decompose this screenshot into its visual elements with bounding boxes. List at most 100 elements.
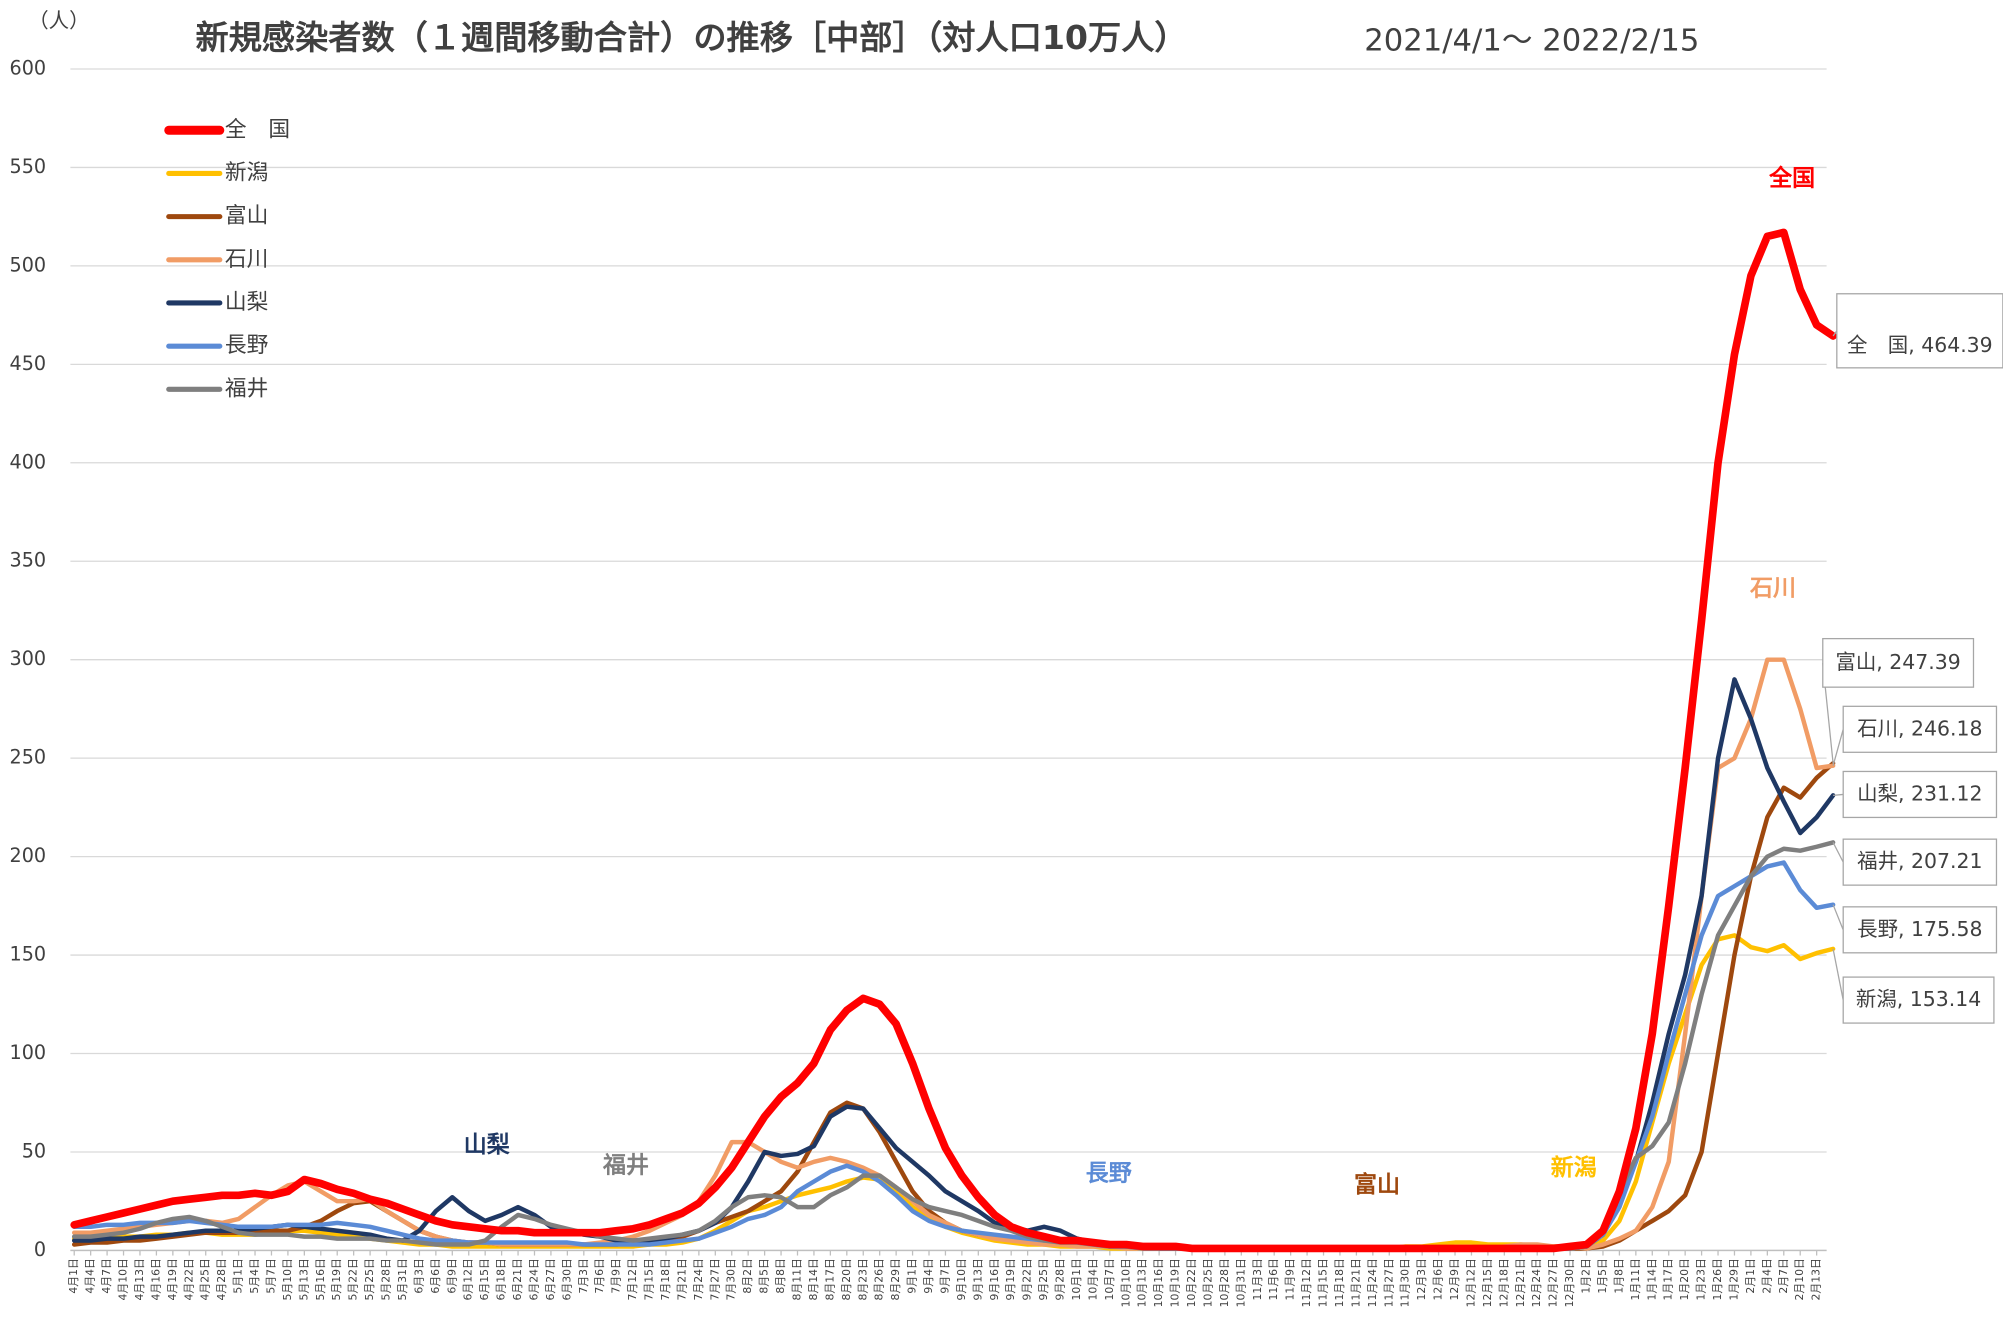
x-tick-label: 10月22日	[1185, 1258, 1198, 1307]
x-tick-label: 9月4日	[922, 1258, 935, 1294]
x-tick-label: 9月22日	[1021, 1258, 1034, 1300]
x-tick-label: 6月15日	[478, 1258, 491, 1300]
x-tick-label: 2月13日	[1810, 1258, 1823, 1300]
x-tick-label: 12月6日	[1432, 1258, 1445, 1300]
callout-leader	[1832, 904, 1844, 931]
x-tick-label: 11月24日	[1366, 1258, 1379, 1307]
x-tick-label: 1月2日	[1580, 1258, 1593, 1294]
x-tick-label: 4月28日	[215, 1258, 228, 1300]
x-tick-label: 5月28日	[380, 1258, 393, 1300]
legend-label: 山梨	[225, 290, 268, 315]
x-tick-label: 8月26日	[873, 1258, 886, 1300]
x-tick-label: 9月25日	[1037, 1258, 1050, 1300]
legend-label: 富山	[225, 204, 268, 229]
series-annotation: 長野	[1086, 1160, 1132, 1186]
x-tick-label: 5月1日	[232, 1258, 245, 1294]
x-tick-label: 12月27日	[1547, 1258, 1560, 1307]
y-tick-label: 400	[10, 450, 47, 473]
chart-subtitle: 2021/4/1～ 2022/2/15	[1364, 24, 1699, 59]
callout-box	[1822, 637, 1975, 688]
x-tick-label: 10月13日	[1136, 1258, 1149, 1307]
x-tick-label: 11月6日	[1267, 1258, 1280, 1300]
x-tick-label: 11月18日	[1333, 1258, 1346, 1307]
x-tick-label: 12月24日	[1530, 1258, 1543, 1307]
x-tick-label: 9月19日	[1004, 1258, 1017, 1300]
x-tick-label: 8月17日	[823, 1258, 836, 1300]
legend-label: 全 国	[225, 117, 290, 142]
x-tick-label: 10月7日	[1103, 1258, 1116, 1300]
chart-title: 新規感染者数（１週間移動合計）の推移［中部］（対人口10万人）	[196, 18, 1188, 57]
x-tick-label: 5月7日	[264, 1258, 277, 1294]
x-tick-label: 8月2日	[741, 1258, 754, 1294]
legend-label: 長野	[225, 333, 269, 358]
series-annotation: 新潟	[1551, 1154, 1597, 1181]
x-tick-label: 5月4日	[248, 1258, 261, 1294]
series-annotation: 全国	[1768, 164, 1815, 191]
x-tick-label: 7月18日	[659, 1258, 672, 1300]
x-tick-label: 5月22日	[347, 1258, 360, 1300]
x-tick-label: 8月23日	[856, 1258, 869, 1300]
x-tick-label: 12月15日	[1481, 1258, 1494, 1307]
x-tick-label: 2月1日	[1744, 1258, 1757, 1294]
x-tick-label: 6月21日	[511, 1258, 524, 1300]
x-tick-label: 1月20日	[1678, 1258, 1691, 1300]
y-tick-label: 350	[10, 549, 47, 572]
x-tick-label: 4月25日	[199, 1258, 212, 1300]
x-tick-label: 5月10日	[281, 1258, 294, 1300]
x-tick-label: 8月29日	[889, 1258, 902, 1300]
x-tick-label: 6月30日	[560, 1258, 573, 1300]
x-tick-label: 7月27日	[708, 1258, 721, 1300]
legend-label: 福井	[225, 376, 268, 401]
y-tick-label: 450	[10, 352, 47, 375]
x-tick-label: 6月3日	[412, 1258, 425, 1294]
legend-label: 石川	[225, 247, 268, 272]
callout-label: 長野, 175.58	[1857, 917, 1982, 941]
series-annotation: 福井	[602, 1153, 649, 1179]
x-tick-label: 7月21日	[675, 1258, 688, 1300]
series-annotation: 石川	[1749, 575, 1796, 601]
callout-leader	[1832, 948, 1844, 1001]
x-tick-label: 7月15日	[643, 1258, 656, 1300]
x-tick-label: 5月25日	[363, 1258, 376, 1300]
callout-label: 福井, 207.21	[1857, 849, 1982, 873]
x-tick-label: 10月10日	[1119, 1258, 1132, 1307]
callout-box	[1836, 293, 2003, 369]
y-tick-label: 50	[22, 1139, 46, 1162]
x-tick-label: 9月7日	[938, 1258, 951, 1294]
x-tick-label: 9月1日	[906, 1258, 919, 1294]
callout-label: 新潟, 153.14	[1856, 987, 1981, 1011]
x-tick-label: 1月17日	[1662, 1258, 1675, 1300]
callout-box	[1842, 770, 1998, 819]
x-tick-label: 11月21日	[1349, 1258, 1362, 1307]
x-tick-label: 6月12日	[462, 1258, 475, 1300]
x-tick-label: 1月29日	[1727, 1258, 1740, 1300]
x-tick-label: 2月7日	[1777, 1258, 1790, 1294]
x-tick-label: 6月6日	[429, 1258, 442, 1294]
x-tick-label: 8月11日	[790, 1258, 803, 1300]
y-tick-label: 150	[10, 943, 47, 966]
x-tick-label: 10月25日	[1201, 1258, 1214, 1307]
x-tick-label: 4月4日	[84, 1258, 97, 1294]
x-tick-label: 12月21日	[1514, 1258, 1527, 1307]
callout-box	[1842, 838, 1998, 886]
y-axis-label: （人）	[28, 9, 89, 33]
x-tick-label: 10月4日	[1086, 1258, 1099, 1300]
x-tick-label: 11月9日	[1284, 1258, 1297, 1300]
x-tick-label: 7月9日	[610, 1258, 623, 1294]
x-tick-label: 10月1日	[1070, 1258, 1083, 1300]
x-tick-label: 9月28日	[1054, 1258, 1067, 1300]
x-tick-label: 2月10日	[1793, 1258, 1806, 1300]
x-tick-label: 4月19日	[166, 1258, 179, 1300]
x-tick-label: 6月24日	[527, 1258, 540, 1300]
series-annotation: 富山	[1354, 1171, 1400, 1198]
x-tick-label: 4月10日	[117, 1258, 130, 1300]
callout-box	[1842, 705, 1998, 753]
x-tick-label: 9月10日	[955, 1258, 968, 1300]
callout-label: 石川, 246.18	[1857, 716, 1982, 740]
x-tick-label: 7月6日	[593, 1258, 606, 1294]
x-tick-label: 10月31日	[1234, 1258, 1247, 1307]
x-tick-label: 10月28日	[1218, 1258, 1231, 1307]
x-tick-label: 4月7日	[100, 1258, 113, 1294]
x-tick-label: 10月16日	[1152, 1258, 1165, 1307]
